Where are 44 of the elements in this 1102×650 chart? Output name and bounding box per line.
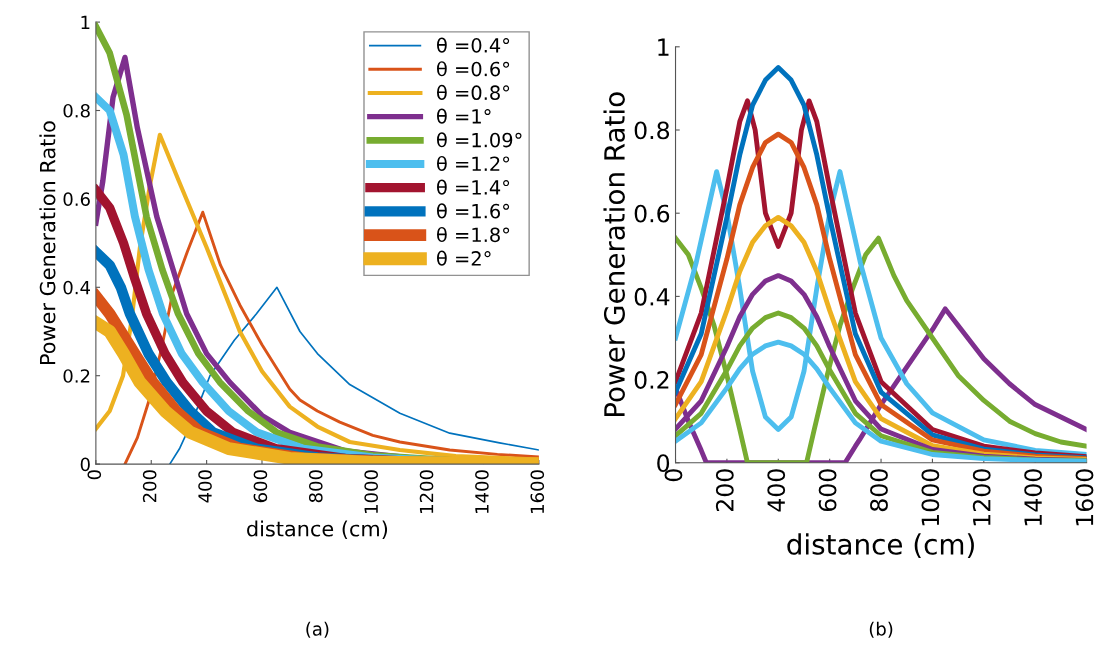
legend-label: θ =0.6°: [437, 61, 510, 77]
text: (a): [306, 621, 329, 638]
y-tick-label: 1: [658, 38, 669, 56]
y-tick-label: 0.8: [63, 103, 90, 118]
text: (b): [869, 621, 893, 638]
x-tick-label: 800: [308, 470, 323, 503]
x-tick-label: 600: [818, 469, 837, 512]
y-tick-label: 0: [80, 457, 90, 472]
x-tick-label: 1000: [921, 469, 940, 526]
y-axis-title: Power Generation Ratio: [39, 121, 56, 365]
x-axis-title: distance (cm): [247, 520, 388, 540]
x-tick-label: 1400: [1024, 469, 1043, 526]
x-tick-label: 400: [767, 469, 786, 512]
x-tick-label: 200: [142, 470, 157, 503]
y-tick-label: 0.8: [634, 121, 670, 140]
legend-label: θ =0.8°: [437, 84, 510, 101]
x-tick-label: 800: [870, 469, 888, 512]
y-tick-label: 1: [81, 15, 90, 29]
y-tick-label: 0.2: [634, 371, 669, 389]
legend-label: θ =2°: [437, 250, 491, 266]
x-axis-title: distance (cm): [787, 533, 974, 559]
x-tick-label: 200: [715, 469, 734, 511]
x-tick-label: 600: [253, 470, 268, 503]
x-tick-label: 1000: [364, 470, 378, 513]
legend-label: θ =1.09°: [437, 132, 522, 148]
x-tick-label: 1600: [530, 470, 545, 513]
y-tick-label: 0.6: [634, 204, 670, 223]
x-tick-label: 1200: [419, 470, 434, 513]
x-tick-label: 1600: [1075, 469, 1094, 526]
legend-label: θ =0.4°: [437, 37, 510, 53]
x-tick-label: 1200: [972, 469, 991, 526]
y-tick-label: 0.4: [63, 280, 90, 295]
legend-label: θ =1.2°: [437, 155, 510, 172]
legend-label: θ =1.6°: [437, 203, 510, 219]
legend-label: θ =1°: [437, 108, 491, 124]
y-tick-label: 0.2: [63, 369, 90, 383]
x-tick-label: 0: [87, 470, 102, 480]
x-tick-label: 400: [198, 470, 212, 503]
x-tick-label: 1400: [475, 470, 489, 513]
legend-label: θ =1.8°: [437, 226, 510, 243]
y-tick-label: 0.6: [63, 192, 90, 207]
legend-label: θ =1.4°: [437, 179, 510, 195]
y-axis-title: Power Generation Ratio: [603, 92, 625, 417]
y-tick-label: 0.4: [634, 287, 670, 306]
